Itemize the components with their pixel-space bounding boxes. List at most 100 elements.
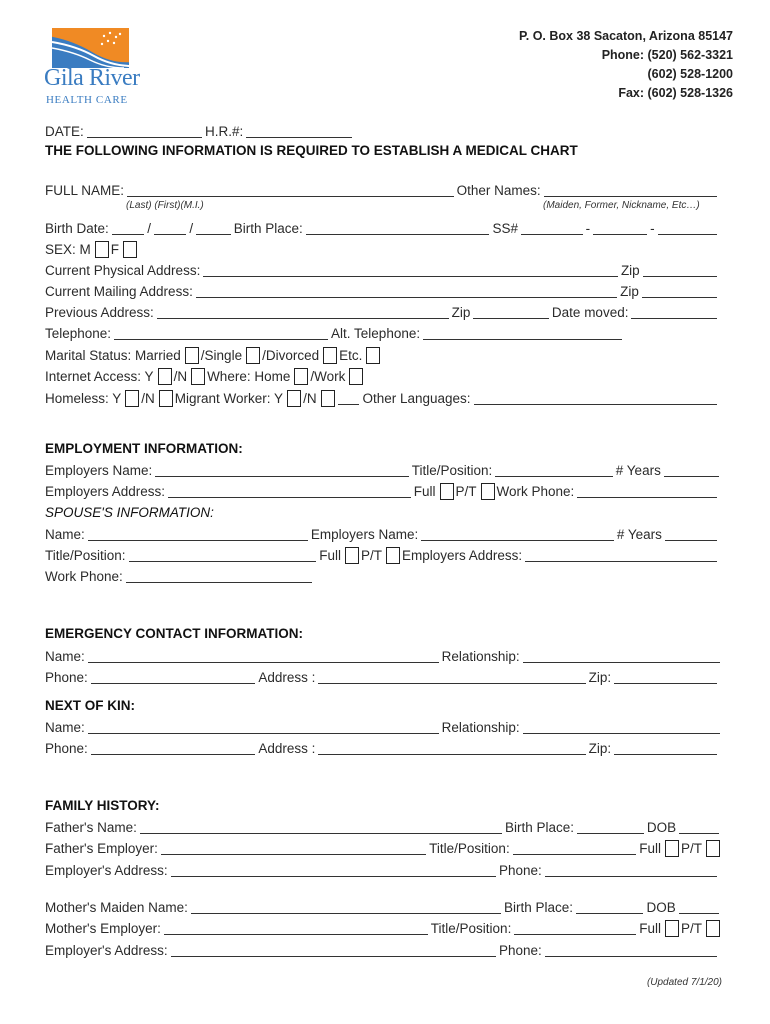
physical-address-field-2[interactable] — [642, 263, 717, 277]
emergency-phone-field-2[interactable] — [318, 670, 586, 684]
updated-date: (Updated 7/1/20) — [646, 977, 722, 988]
sex-checkbox-2[interactable] — [123, 241, 138, 258]
full-name-field-1[interactable] — [127, 183, 454, 197]
marital-row: Marital Status: Married/Single/Divorced E… — [45, 346, 405, 364]
birth-field-2[interactable] — [153, 221, 187, 235]
previous-address-field-1[interactable] — [156, 305, 449, 319]
date-field-2[interactable] — [246, 124, 352, 138]
full-name-field-2[interactable] — [543, 183, 717, 197]
logo-subtitle: HEALTH CARE — [46, 94, 128, 106]
title-position-label: Title/Position: — [45, 548, 126, 563]
father-employer-checkbox-2[interactable] — [706, 840, 720, 857]
father-name-field-1[interactable] — [139, 820, 502, 834]
homeless-checkbox-4[interactable] — [320, 390, 335, 407]
mailing-address-field-2[interactable] — [641, 284, 717, 298]
sex-checkbox-1[interactable] — [94, 241, 109, 258]
physical-label: Current Physical Address: — [45, 263, 201, 278]
employers-address2-label: Employers Address: — [402, 548, 523, 563]
employers-address-field-2[interactable] — [577, 484, 717, 498]
telephone-field-1[interactable] — [114, 326, 329, 340]
f-label: F — [110, 242, 120, 257]
employers-address-label: Employer's Address: — [45, 943, 168, 958]
homeless-checkbox-2[interactable] — [158, 390, 173, 407]
father-address-field-2[interactable] — [544, 863, 717, 877]
mother-employer-checkbox-2[interactable] — [706, 920, 720, 937]
homeless-checkbox-1[interactable] — [125, 390, 140, 407]
mother-name-field-1[interactable] — [190, 900, 501, 914]
kin-phone-field-3[interactable] — [614, 741, 717, 755]
spouse-title-checkbox-2[interactable] — [386, 547, 401, 564]
kin-name-field-1[interactable] — [87, 720, 439, 734]
spouse-name-field-3[interactable] — [664, 527, 717, 541]
mailing-address-field-1[interactable] — [195, 284, 618, 298]
previous-address-field-2[interactable] — [473, 305, 549, 319]
emergency-name-field-1[interactable] — [87, 649, 439, 663]
mother-name-field-2[interactable] — [576, 900, 644, 914]
mother-employer-checkbox-1[interactable] — [664, 920, 679, 937]
spouse-name-field-2[interactable] — [421, 527, 614, 541]
marital-checkbox-1[interactable] — [184, 347, 199, 364]
mother-employer-field-2[interactable] — [514, 921, 637, 935]
name-label: Name: — [45, 720, 85, 735]
telephone-field-2[interactable] — [423, 326, 622, 340]
emergency-name-field-2[interactable] — [522, 649, 720, 663]
employers-address-checkbox-2[interactable] — [480, 483, 495, 500]
birth-place-label: Birth Place: — [233, 221, 303, 236]
birth-field-4[interactable] — [305, 221, 490, 235]
father-address-field-1[interactable] — [170, 863, 497, 877]
mother-name-field-3[interactable] — [678, 900, 719, 914]
previous-address-field-3[interactable] — [631, 305, 718, 319]
spouse-title-field-2[interactable] — [525, 548, 717, 562]
mother-address-field-2[interactable] — [544, 943, 717, 957]
fax-number: Fax: (602) 528-1326 — [618, 86, 733, 100]
pt-label: P/T — [455, 484, 477, 499]
spouse-work-phone-field-1[interactable] — [125, 569, 312, 583]
internet-checkbox-2[interactable] — [191, 368, 206, 385]
birth-field-5[interactable] — [520, 221, 583, 235]
emergency-phone-field-3[interactable] — [614, 670, 717, 684]
internet-checkbox-1[interactable] — [157, 368, 172, 385]
mother-employer-row: Mother's Employer: Title/Position: Full P/T — [45, 919, 722, 937]
father-name-field-2[interactable] — [577, 820, 644, 834]
marital-checkbox-3[interactable] — [323, 347, 338, 364]
internet-checkbox-3[interactable] — [294, 368, 309, 385]
father-employer-field-1[interactable] — [160, 841, 427, 855]
father-employer-field-2[interactable] — [512, 841, 637, 855]
spouse-name-field-1[interactable] — [87, 527, 308, 541]
mailing-label: Current Mailing Address: — [45, 284, 193, 299]
work-phone-label: Work Phone: — [45, 569, 123, 584]
employers-name-field-2[interactable] — [495, 463, 613, 477]
kin-name-row: Name: Relationship: — [45, 718, 723, 736]
kin-phone-field-1[interactable] — [90, 741, 256, 755]
birth-field-7[interactable] — [657, 221, 718, 235]
kin-phone-field-2[interactable] — [318, 741, 586, 755]
employers-address-checkbox-1[interactable] — [439, 483, 454, 500]
mother-employer-field-1[interactable] — [163, 921, 428, 935]
homeless-field-1[interactable] — [337, 391, 360, 405]
father-employer-checkbox-1[interactable] — [664, 840, 679, 857]
migrant-label: Migrant Worker: Y — [174, 391, 284, 406]
marital-checkbox-2[interactable] — [246, 347, 261, 364]
employers-name-field-1[interactable] — [155, 463, 409, 477]
marital-checkbox-4[interactable] — [366, 347, 381, 364]
birth-field-1[interactable] — [111, 221, 145, 235]
spouse-title-field-1[interactable] — [128, 548, 317, 562]
mother-address-field-1[interactable] — [170, 943, 497, 957]
date-field-1[interactable] — [86, 124, 203, 138]
kin-name-field-2[interactable] — [522, 720, 720, 734]
employers-address-field-1[interactable] — [168, 484, 411, 498]
employers-name-field-3[interactable] — [663, 463, 719, 477]
spouse-title-checkbox-1[interactable] — [345, 547, 360, 564]
other-names-label: Other Names: — [456, 183, 541, 198]
internet-checkbox-4[interactable] — [349, 368, 364, 385]
homeless-checkbox-3[interactable] — [287, 390, 302, 407]
homeless-field-2[interactable] — [473, 391, 717, 405]
birth-field-6[interactable] — [593, 221, 648, 235]
emergency-phone-field-1[interactable] — [90, 670, 256, 684]
full-name-row: FULL NAME: Other Names: — [45, 181, 720, 199]
n-label: /N — [173, 369, 188, 384]
internet-label: Internet Access: Y — [45, 369, 154, 384]
physical-address-field-1[interactable] — [203, 263, 618, 277]
father-name-field-3[interactable] — [679, 820, 719, 834]
birth-field-3[interactable] — [196, 221, 231, 235]
